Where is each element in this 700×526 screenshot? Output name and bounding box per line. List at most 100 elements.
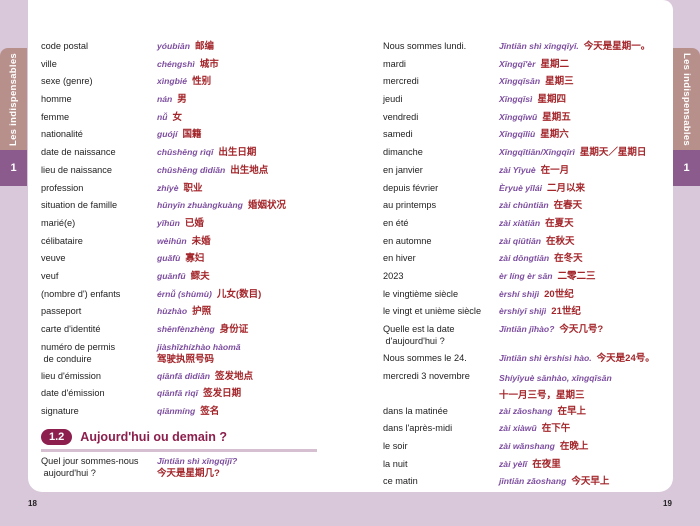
pinyin: Xīngqī'èr (499, 58, 536, 69)
hanzi: 十一月三号，星期三 (499, 389, 585, 401)
chinese-translation: Xīngqīsì 星期四 (499, 93, 566, 106)
vocab-row: en automne zài qiūtiān 在秋天 (383, 235, 673, 253)
french-term: code postal (41, 41, 88, 51)
vocab-row: veuf guānfū 鳏夫 (41, 270, 341, 288)
chinese-translation: èr líng èr sān 二零二三 (499, 270, 596, 283)
vocab-row: en été zài xiàtiān 在夏天 (383, 217, 673, 235)
chinese-translation: zài xiàtiān 在夏天 (499, 217, 574, 230)
chinese-translation: Xīngqīwǔ 星期五 (499, 111, 571, 124)
pinyin: zài qiūtiān (499, 235, 542, 246)
pinyin: qiānfā dìdiǎn (157, 370, 210, 381)
vocab-row: en hiver zài dōngtiān 在冬天 (383, 252, 673, 270)
chinese-translation: Jīntiān shì xīngqīyī. 今天是星期一。 (499, 40, 650, 53)
chinese-translation: nán 男 (157, 93, 187, 106)
pinyin: Xīngqītiān/Xīngqīrì (499, 147, 575, 158)
french-term: Quelle est la date d'aujourd'hui ? (383, 324, 455, 346)
pinyin: Èryuè yǐlái (499, 182, 542, 193)
french-term: (nombre d') enfants (41, 288, 121, 299)
hanzi: 星期五 (542, 111, 571, 123)
chinese-translation: Xīngqīsān 星期三 (499, 75, 574, 88)
vocab-row: passeport hùzhào 护照 (41, 305, 341, 323)
pinyin: guānfū (157, 270, 186, 281)
hanzi: 在一月 (540, 164, 570, 176)
chinese-translation: zài dōngtiān 在冬天 (499, 252, 583, 265)
pinyin: zài wǎnshang (499, 441, 555, 452)
pinyin: èrshíyī shìjì (499, 306, 547, 317)
vocab-row: lieu de naissance chūshēng dìdiǎn 出生地点 (41, 164, 341, 182)
chinese-translation: zài chūntiān 在春天 (499, 199, 582, 212)
chinese-translation: guānfū 鳏夫 (157, 270, 210, 283)
chinese-translation: Xīngqī'èr 星期二 (499, 58, 569, 71)
vocab-row: veuve guǎfù 寡妇 (41, 252, 341, 270)
vocab-row: numéro de permis de conduire jiàshǐzhízhà… (41, 341, 341, 370)
pinyin: Jīntiān shì xīngqīyī. (499, 41, 579, 51)
hanzi: 二月以来 (547, 182, 586, 194)
vocab-row: ville chéngshì 城市 (41, 58, 341, 76)
pinyin: jīntiān zǎoshang (499, 476, 567, 487)
french-term: Quel jour sommes-nous aujourd'hui ? (41, 455, 139, 478)
pinyin: nǚ (157, 111, 168, 122)
hanzi: 二零二三 (557, 270, 596, 282)
hanzi: 出生日期 (218, 147, 257, 159)
hanzi: 城市 (199, 58, 219, 70)
vocab-row: le soir zài wǎnshang 在晚上 (383, 440, 673, 458)
french-term: sexe (genre) (41, 76, 93, 87)
vocab-row: dans la matinée zài zǎoshang 在早上 (383, 405, 673, 423)
vocab-row: Quelle est la date d'aujourd'hui ? Jīntiā… (383, 323, 673, 352)
pinyin: qiānmíng (157, 406, 196, 417)
french-term: dimanche (383, 147, 423, 158)
hanzi: 今天早上 (571, 476, 610, 488)
hanzi: 星期天／星期日 (579, 147, 647, 159)
hanzi: 星期四 (537, 94, 566, 106)
hanzi: 今天几号? (559, 324, 604, 335)
chinese-translation: nǚ 女 (157, 111, 182, 124)
pinyin: Jīntiān shì xīngqījǐ? (157, 455, 238, 466)
hanzi: 在秋天 (546, 235, 575, 247)
french-term: Nous sommes lundi. (383, 41, 467, 51)
french-term: en été (383, 217, 409, 228)
french-term: ville (41, 58, 57, 69)
french-term: numéro de permis de conduire (41, 341, 116, 364)
chinese-translation: Jīntiān shì xīngqījǐ? 今天是星期几? (157, 455, 242, 480)
chinese-translation: èrshí shìjì 20世纪 (499, 288, 574, 301)
french-term: depuis février (383, 182, 439, 193)
section-title: Aujourd'hui ou demain ? (80, 429, 228, 444)
pinyin: zài zǎoshang (499, 405, 553, 416)
pinyin: hūnyīn zhuàngkuàng (157, 200, 243, 211)
vocab-row: profession zhíyè 职业 (41, 182, 341, 200)
chinese-translation: érnǚ (shùmù) 儿女(数目) (157, 288, 261, 301)
hanzi: 在夏天 (545, 217, 574, 229)
hanzi: 星期三 (545, 76, 574, 88)
hanzi: 今天是星期几? (157, 467, 220, 479)
vocab-row: ce matin jīntiān zǎoshang 今天早上 (383, 475, 673, 493)
hanzi: 签名 (200, 406, 220, 418)
vocab-row: dimanche Xīngqītiān/Xīngqīrì 星期天／星期日 (383, 146, 673, 164)
hanzi: 在冬天 (554, 253, 583, 265)
french-term: dans la matinée (383, 405, 448, 416)
chinese-translation: Jīntiān jǐhào? 今天几号? (499, 323, 603, 336)
vocab-row: carte d'identité shēnfènzhèng 身份证 (41, 323, 341, 341)
pinyin: zhíyè (157, 182, 179, 193)
french-term: femme (41, 111, 70, 122)
vocab-row: le vingtième siècle èrshí shìjì 20世纪 (383, 288, 673, 306)
hanzi: 今天是24号。 (596, 353, 655, 364)
vocab-row: Quel jour sommes-nous aujourd'hui ? Jīnti… (41, 455, 341, 484)
vocab-row: femme nǚ 女 (41, 111, 341, 129)
hanzi: 已婚 (184, 217, 204, 229)
chinese-translation: yóubiān 邮编 (157, 40, 214, 53)
pinyin: Jīntiān jǐhào? (499, 324, 555, 334)
french-term: 2023 (383, 270, 404, 281)
chinese-translation: zài zǎoshang 在早上 (499, 405, 586, 418)
hanzi: 护照 (192, 306, 212, 318)
french-term: le soir (383, 441, 408, 452)
pinyin: èr líng èr sān (499, 270, 553, 281)
hanzi: 国籍 (182, 129, 202, 141)
hanzi: 在早上 (557, 405, 586, 417)
french-term: le vingt et unième siècle (383, 306, 482, 317)
hanzi: 在晚上 (559, 441, 589, 453)
vocab-row: au printemps zài chūntiān 在春天 (383, 199, 673, 217)
chinese-translation: wèihūn 未婚 (157, 235, 211, 248)
hanzi: 婚姻状况 (247, 200, 286, 212)
vocab-row: date de naissance chūshēng rìqī 出生日期 (41, 146, 341, 164)
page-number-right: 19 (663, 499, 672, 508)
